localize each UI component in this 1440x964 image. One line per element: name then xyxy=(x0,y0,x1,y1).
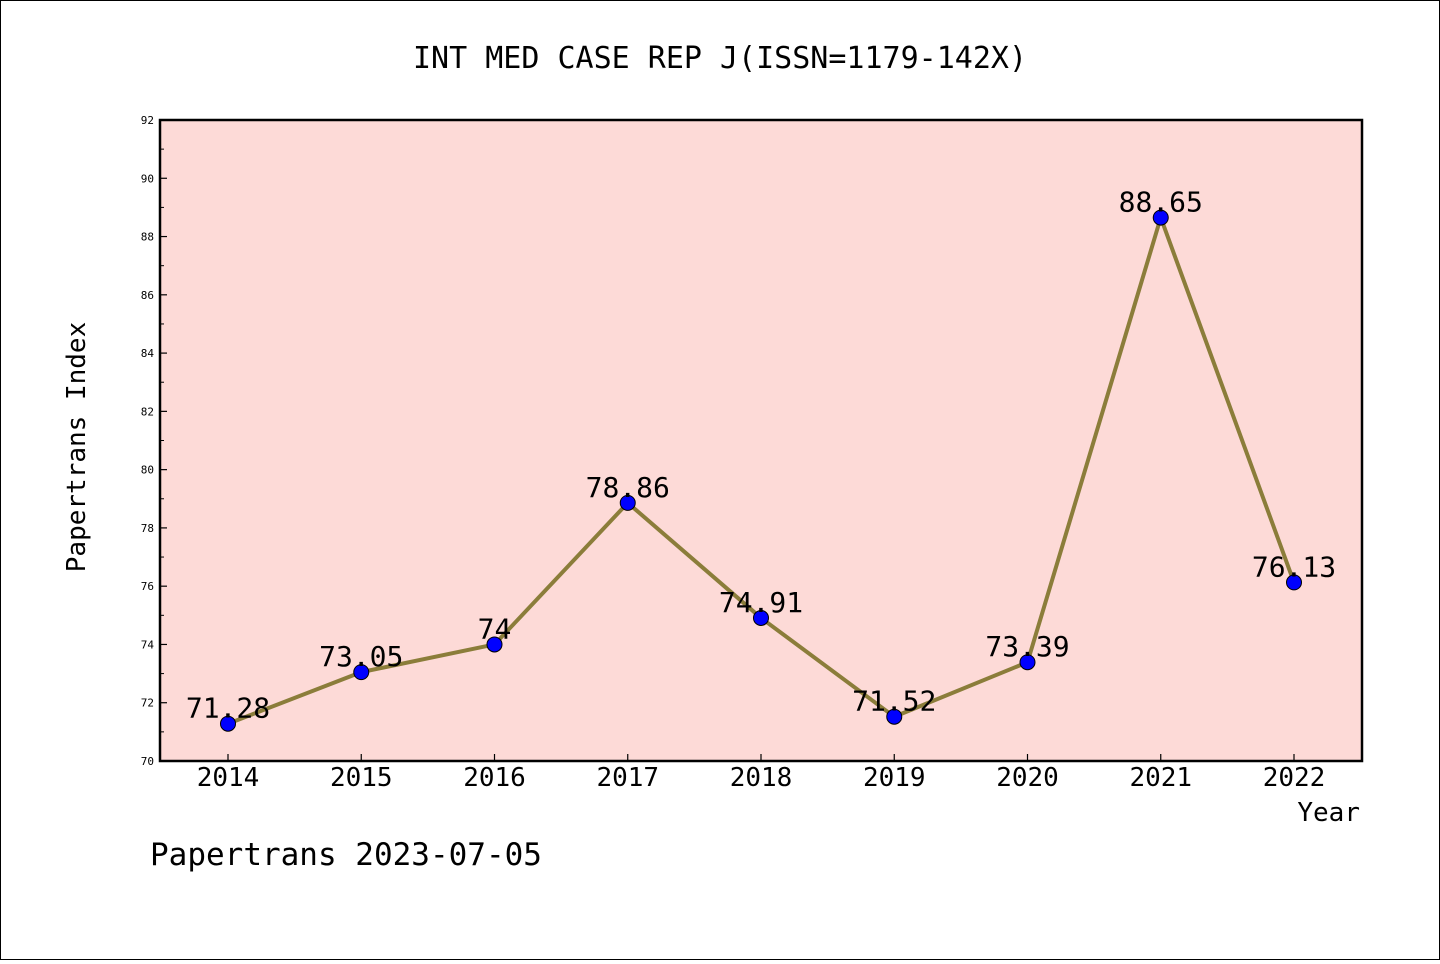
watermark-text: Papertrans 2023-07-05 xyxy=(150,837,542,873)
y-tick-label: 76 xyxy=(141,580,154,593)
data-point-2014 xyxy=(220,715,236,732)
data-point-2017 xyxy=(619,494,636,511)
data-labels: 71.28 73.05 74 78.86 74.91 71.52 73.39 88.65 76.… xyxy=(186,186,1336,725)
x-tick-label: 2014 xyxy=(197,763,260,793)
x-tick-label: 2016 xyxy=(463,763,526,793)
y-tick-label: 84 xyxy=(141,347,155,360)
x-tick-label: 2021 xyxy=(1129,763,1192,793)
y-tick-label: 92 xyxy=(141,114,154,127)
x-tick-label: 2022 xyxy=(1263,763,1326,793)
data-point-2019 xyxy=(886,708,903,725)
x-tick-label: 2017 xyxy=(596,763,659,793)
data-label-2017: 78.86 xyxy=(586,471,670,504)
data-label-2021: 88.65 xyxy=(1119,186,1203,219)
x-axis: 2014 2015 2016 2017 2018 2019 2020 2021 2022 xyxy=(197,754,1326,793)
x-axis-label: Year xyxy=(1297,798,1360,828)
data-point-2022 xyxy=(1286,574,1302,591)
data-points xyxy=(220,209,1302,732)
y-tick-label: 80 xyxy=(141,464,154,477)
data-point-2021 xyxy=(1152,209,1169,226)
y-tick-label: 88 xyxy=(141,231,154,244)
data-label-2016: 74 xyxy=(478,612,512,645)
y-axis-label: Papertrans Index xyxy=(62,322,92,572)
data-label-2022: 76.13 xyxy=(1252,550,1336,583)
y-tick-label: 86 xyxy=(141,289,154,302)
data-label-2020: 73.39 xyxy=(985,630,1069,663)
data-label-2014: 71.28 xyxy=(186,692,270,725)
plot-area xyxy=(158,118,1364,763)
data-point-2018 xyxy=(753,609,769,626)
y-tick-label: 90 xyxy=(141,172,154,185)
data-point-2020 xyxy=(1019,654,1036,671)
y-axis: 70 72 74 76 78 80 82 84 86 88 90 92 xyxy=(141,114,167,768)
y-tick-label: 72 xyxy=(141,697,154,710)
data-label-2018: 74.91 xyxy=(719,586,803,619)
x-tick-label: 2019 xyxy=(863,763,926,793)
y-tick-label: 74 xyxy=(141,638,155,651)
y-tick-label: 70 xyxy=(141,755,154,768)
data-label-2015: 73.05 xyxy=(319,640,403,673)
y-tick-label: 82 xyxy=(141,405,154,418)
x-tick-label: 2015 xyxy=(330,763,393,793)
y-tick-label: 78 xyxy=(141,522,154,535)
x-tick-label: 2018 xyxy=(730,763,793,793)
chart-title: INT MED CASE REP J(ISSN=1179-142X) xyxy=(413,41,1027,76)
data-point-2015 xyxy=(353,664,370,681)
data-point-2016 xyxy=(486,636,503,653)
data-label-2019: 71.52 xyxy=(852,685,936,718)
x-tick-label: 2020 xyxy=(996,763,1059,793)
